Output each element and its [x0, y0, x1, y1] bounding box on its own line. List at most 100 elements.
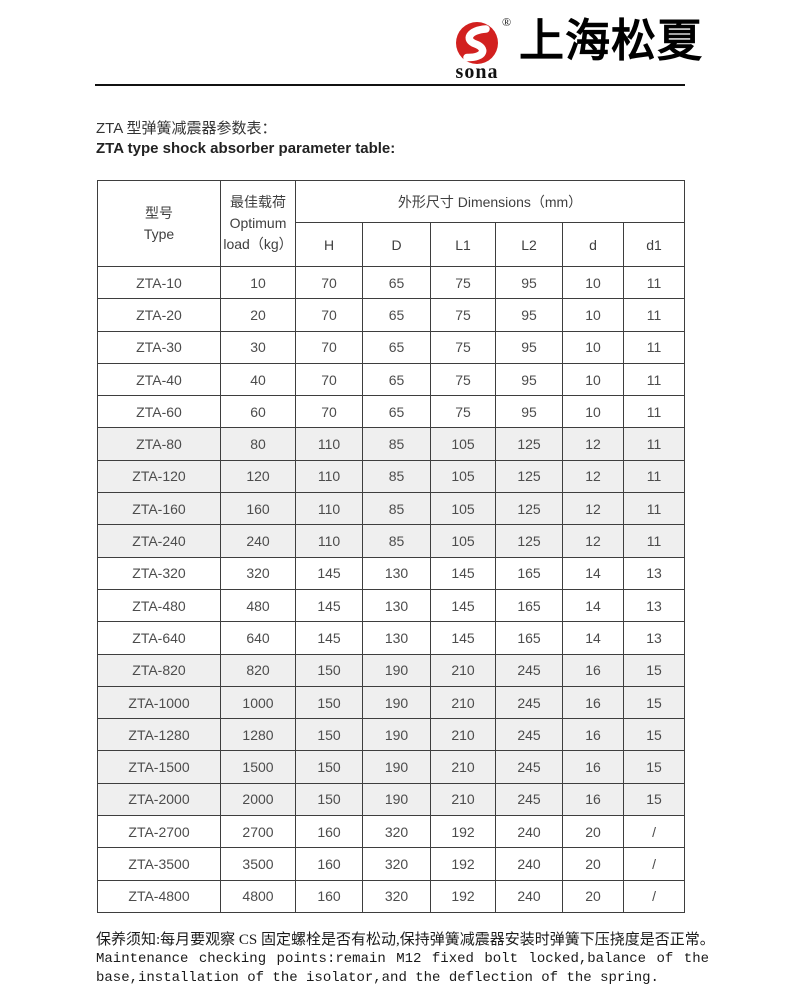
table-cell: 75: [430, 362, 496, 397]
table-cell: 190: [362, 750, 431, 784]
table-cell: ZTA-240: [97, 524, 221, 558]
table-cell: 245: [495, 782, 563, 817]
table-cell: 85: [362, 427, 431, 461]
table-cell: 11: [622, 362, 686, 397]
registered-trademark-icon: ®: [502, 15, 512, 29]
table-cell: 10: [562, 362, 624, 397]
table-cell: 210: [430, 685, 496, 720]
table-cell: 70: [295, 298, 363, 332]
table-cell: 160: [220, 492, 296, 526]
table-cell: ZTA-20: [97, 298, 221, 332]
table-cell: 30: [220, 330, 296, 364]
table-cell: 245: [495, 653, 563, 687]
table-cell: 105: [430, 427, 496, 461]
table-cell: ZTA-480: [97, 588, 221, 623]
table-cell: /: [622, 815, 686, 849]
table-row: ZTA-1500 1500 150 190 210 245 16 15: [97, 750, 686, 784]
table-cell: 95: [495, 395, 563, 429]
col-header-optimum-load: 最佳载荷 Optimum load（kg）: [220, 180, 296, 267]
table-cell: 150: [295, 750, 363, 784]
table-cell: 11: [622, 330, 686, 364]
col-header-load-line1: 最佳载荷: [230, 194, 286, 210]
table-cell: 85: [362, 524, 431, 558]
table-body: ZTA-10 10 70 65 75 95 10 11 ZTA-20 20 70 65 75 95 10 11…: [97, 265, 686, 913]
table-cell: 2700: [220, 815, 296, 849]
table-cell: 820: [220, 653, 296, 687]
table-cell: 1000: [220, 685, 296, 720]
table-cell: 145: [295, 621, 363, 655]
table-row: ZTA-1000 1000 150 190 210 245 16 15: [97, 685, 686, 720]
table-row: ZTA-640 640 145 130 145 165 14 13: [97, 621, 686, 655]
table-cell: ZTA-30: [97, 330, 221, 364]
table-cell: 1500: [220, 750, 296, 784]
table-cell: 95: [495, 330, 563, 364]
col-header-l2: L2: [495, 222, 563, 267]
table-cell: ZTA-320: [97, 556, 221, 590]
table-cell: 130: [362, 556, 431, 590]
table-cell: ZTA-640: [97, 621, 221, 655]
table-cell: /: [622, 879, 686, 913]
table-cell: 2000: [220, 782, 296, 817]
table-cell: 16: [562, 685, 624, 720]
table-cell: 192: [430, 879, 496, 913]
table-cell: 150: [295, 685, 363, 720]
table-cell: 245: [495, 685, 563, 720]
col-header-load-line2: Optimum: [229, 215, 287, 231]
table-cell: 210: [430, 750, 496, 784]
table-cell: 10: [562, 298, 624, 332]
col-header-type-en: Type: [143, 225, 175, 242]
col-header-h: H: [295, 222, 363, 267]
table-cell: 11: [622, 492, 686, 526]
table-cell: 125: [495, 524, 563, 558]
table-cell: 70: [295, 265, 363, 300]
table-cell: 145: [430, 588, 496, 623]
table-cell: 10: [220, 265, 296, 300]
table-cell: 125: [495, 459, 563, 494]
table-cell: 125: [495, 427, 563, 461]
table-cell: ZTA-120: [97, 459, 221, 494]
table-cell: 20: [562, 815, 624, 849]
table-cell: 95: [495, 362, 563, 397]
table-cell: 210: [430, 718, 496, 752]
table-cell: 105: [430, 492, 496, 526]
table-cell: 95: [495, 265, 563, 300]
table-cell: 110: [295, 459, 363, 494]
col-header-d-small: d: [562, 222, 624, 267]
table-cell: 10: [562, 395, 624, 429]
table-cell: 75: [430, 265, 496, 300]
header-divider: [95, 84, 685, 86]
col-header-dimensions: 外形尺寸 Dimensions（mm）: [294, 180, 686, 223]
table-row: ZTA-320 320 145 130 145 165 14 13: [97, 556, 686, 590]
table-cell: 65: [362, 330, 431, 364]
brand-wordmark: sona: [455, 61, 499, 83]
table-cell: 12: [562, 427, 624, 461]
table-cell: ZTA-820: [97, 653, 221, 687]
table-cell: 20: [562, 847, 624, 881]
table-cell: 85: [362, 459, 431, 494]
table-cell: 70: [295, 330, 363, 364]
sona-logo-icon: [455, 21, 499, 65]
table-cell: 240: [495, 879, 563, 913]
table-row: ZTA-60 60 70 65 75 95 10 11: [97, 395, 686, 429]
table-cell: 145: [430, 621, 496, 655]
table-cell: 210: [430, 782, 496, 817]
table-cell: 105: [430, 524, 496, 558]
table-cell: 320: [362, 847, 431, 881]
table-cell: 12: [562, 524, 624, 558]
table-cell: 110: [295, 427, 363, 461]
col-header-type-cn: 型号: [145, 204, 173, 221]
table-cell: 150: [295, 782, 363, 817]
table-cell: 13: [622, 588, 686, 623]
page-title-chinese: ZTA 型弹簧减震器参数表：: [96, 120, 277, 137]
table-cell: 240: [220, 524, 296, 558]
table-cell: 150: [295, 718, 363, 752]
table-row: ZTA-120 120 110 85 105 125 12 11: [97, 459, 686, 494]
col-header-type: 型号 Type: [97, 180, 221, 267]
table-row: ZTA-160 160 110 85 105 125 12 11: [97, 492, 686, 526]
table-cell: 20: [562, 879, 624, 913]
table-cell: 11: [622, 265, 686, 300]
table-row: ZTA-3500 3500 160 320 192 240 20/: [97, 847, 686, 881]
table-cell: 1280: [220, 718, 296, 752]
table-cell: 190: [362, 685, 431, 720]
table-cell: 165: [495, 588, 563, 623]
